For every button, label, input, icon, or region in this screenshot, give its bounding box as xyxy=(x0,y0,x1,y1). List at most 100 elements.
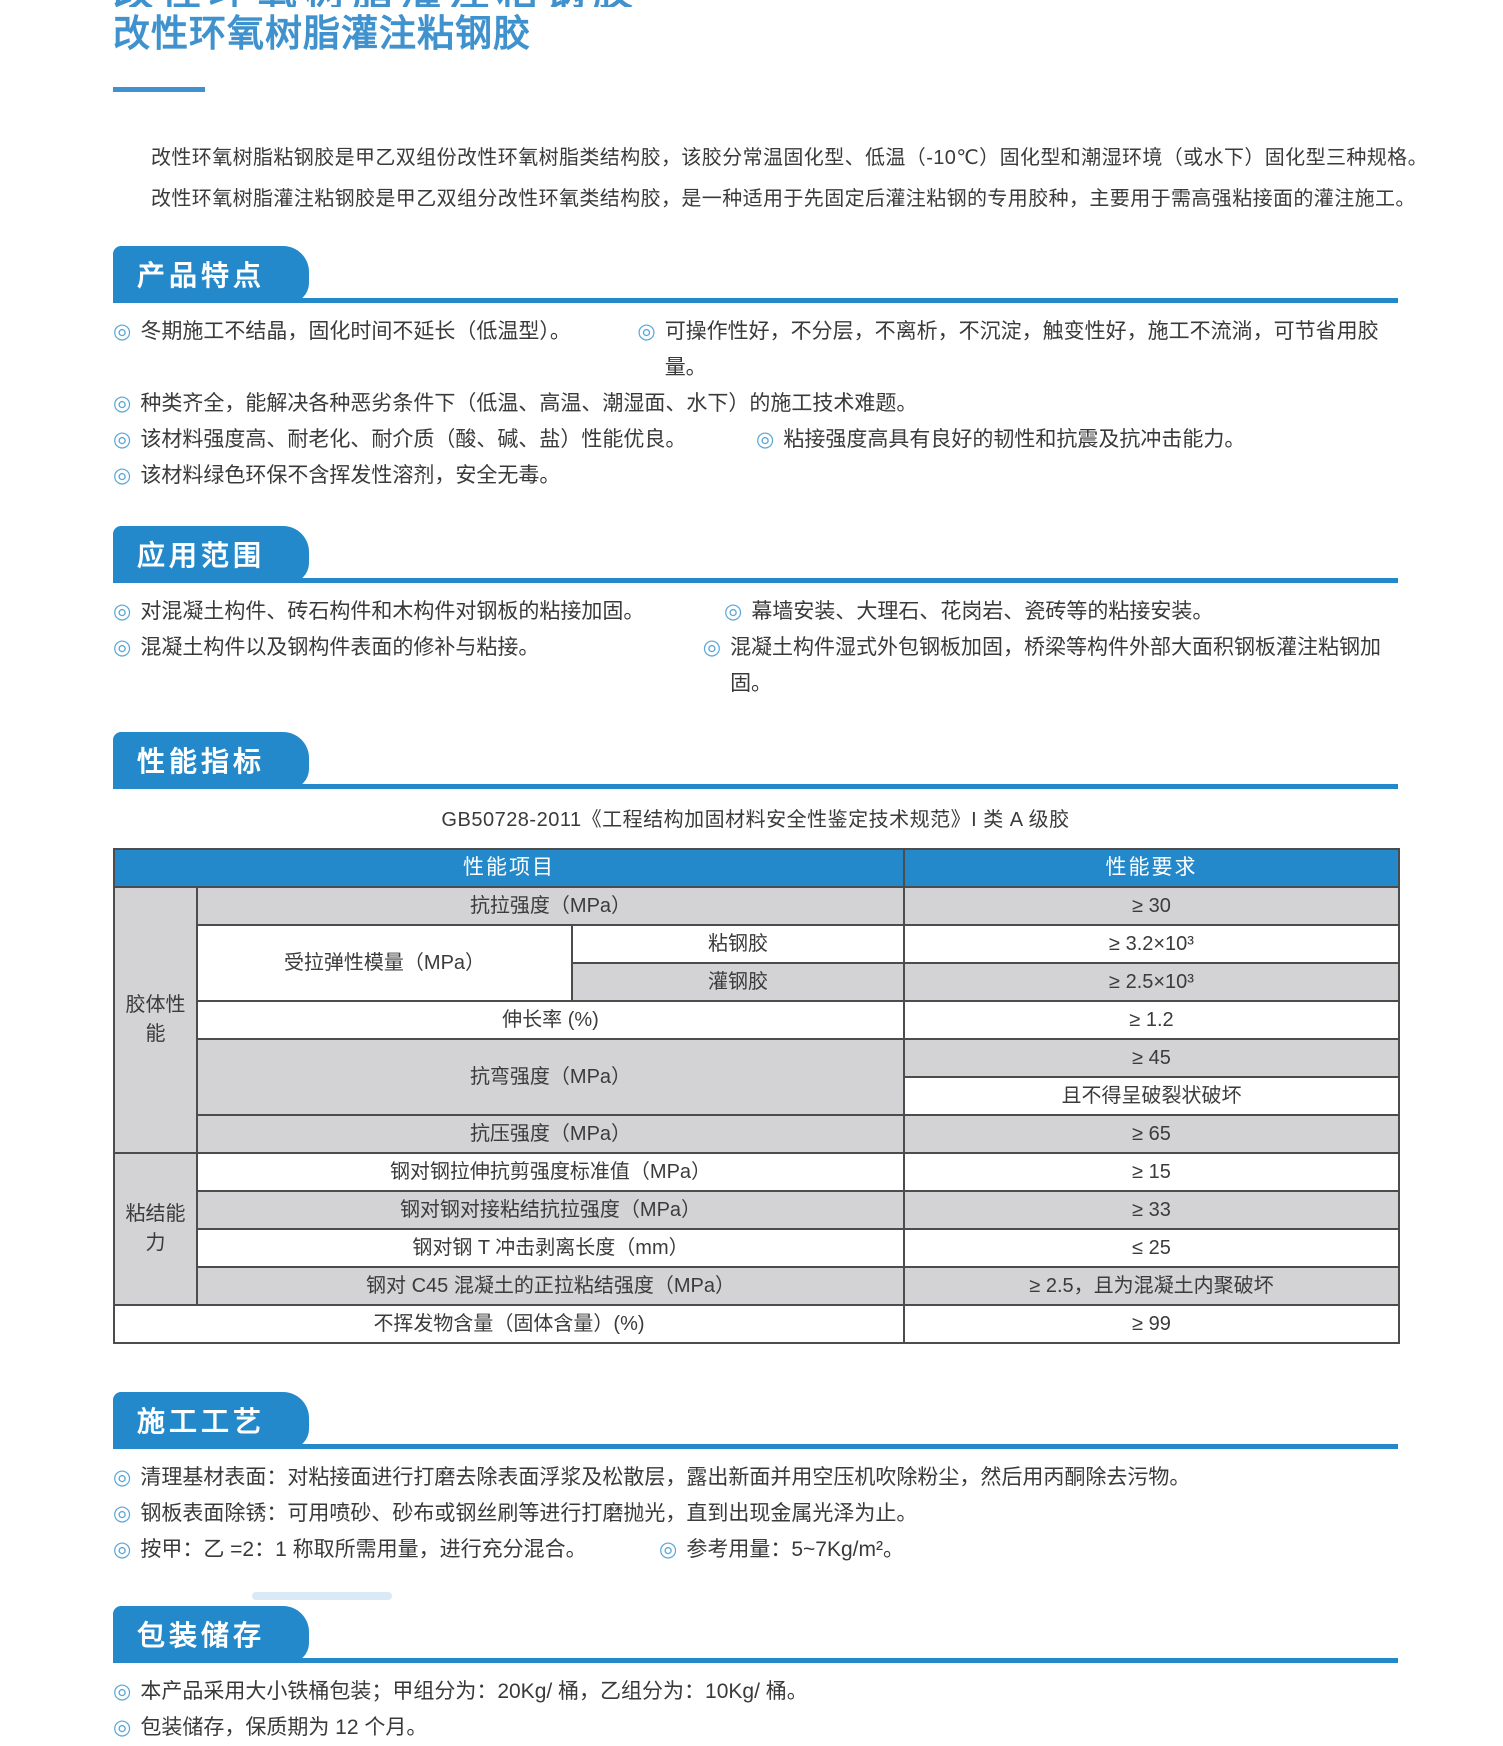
bullet-item: ◎ 混凝土构件以及钢构件表面的修补与粘接。 xyxy=(113,630,703,666)
bullet-text: 该材料强度高、耐老化、耐介质（酸、碱、盐）性能优良。 xyxy=(140,428,687,451)
features-section-header: 产品特点 xyxy=(113,246,1398,303)
bullet-row: ◎ 该材料强度高、耐老化、耐介质（酸、碱、盐）性能优良。 ◎ 粘接强度高具有良好… xyxy=(113,422,1398,458)
cell-modulus-sub1: 粘钢胶 xyxy=(571,924,905,964)
bullet-icon: ◎ xyxy=(113,1538,132,1561)
table-row: 伸长率 (%) ≥ 1.2 xyxy=(114,1000,1400,1040)
bullet-row: ◎ 按甲：乙 =2：1 称取所需用量，进行充分混合。 ◎ 参考用量：5~7Kg/… xyxy=(113,1532,1398,1568)
cell-tensile-name: 抗拉强度（MPa） xyxy=(196,886,905,926)
package-bullets: ◎ 本产品采用大小铁桶包装；甲组分为：20Kg/ 桶，乙组分为：10Kg/ 桶。… xyxy=(113,1674,1398,1746)
bullet-icon: ◎ xyxy=(113,1680,132,1703)
bullet-row: ◎ 种类齐全，能解决各种恶劣条件下（低温、高温、潮湿面、水下）的施工技术难题。 xyxy=(113,386,1398,422)
applications-bullets: ◎ 对混凝土构件、砖石构件和木构件对钢板的粘接加固。 ◎ 幕墙安装、大理石、花岗… xyxy=(113,594,1398,702)
performance-section-underline xyxy=(113,784,1398,789)
bullet-icon: ◎ xyxy=(113,392,132,415)
bullet-icon: ◎ xyxy=(637,320,656,343)
package-section-underline xyxy=(113,1658,1398,1663)
cell-c45-name: 钢对 C45 混凝土的正拉粘结强度（MPa） xyxy=(196,1266,905,1306)
bullet-text: 可操作性好，不分层，不离析，不沉淀，触变性好，施工不流淌，可节省用胶量。 xyxy=(664,320,1379,379)
bullet-item: ◎ 清理基材表面：对粘接面进行打磨去除表面浮浆及松散层，露出新面并用空压机吹除粉… xyxy=(113,1460,1190,1496)
cell-compressive-req: ≥ 65 xyxy=(903,1114,1400,1154)
column-header-requirement: 性能要求 xyxy=(903,848,1400,888)
cell-modulus-req2: ≥ 2.5×10³ xyxy=(903,962,1400,1002)
cell-nonvolatile-req: ≥ 99 xyxy=(903,1304,1400,1344)
performance-section-title: 性能指标 xyxy=(113,732,310,789)
bullet-item: ◎ 参考用量：5~7Kg/m²。 xyxy=(659,1532,904,1568)
bullet-row: ◎ 混凝土构件以及钢构件表面的修补与粘接。 ◎ 混凝土构件湿式外包钢板加固，桥梁… xyxy=(113,630,1398,702)
bullet-item: ◎ 对混凝土构件、砖石构件和木构件对钢板的粘接加固。 xyxy=(113,594,724,630)
intro-paragraphs: 改性环氧树脂粘钢胶是甲乙双组份改性环氧树脂类结构胶，该胶分常温固化型、低温（-1… xyxy=(113,138,1428,220)
table-row: 且不得呈破裂状破坏 xyxy=(114,1076,1400,1116)
page-title: 改性环氧树脂灌注粘钢胶 xyxy=(113,13,531,54)
applications-section-header: 应用范围 xyxy=(113,526,1398,583)
table-row: 灌钢胶 ≥ 2.5×10³ xyxy=(114,962,1400,1002)
bullet-text: 冬期施工不结晶，固化时间不延长（低温型）。 xyxy=(140,320,571,343)
bullet-icon: ◎ xyxy=(113,464,132,487)
process-section-underline xyxy=(113,1444,1398,1449)
category-cell-bond-capability: 粘结能力 xyxy=(113,1152,198,1306)
bullet-item: ◎ 冬期施工不结晶，固化时间不延长（低温型）。 xyxy=(113,314,637,350)
bullet-row: ◎ 本产品采用大小铁桶包装；甲组分为：20Kg/ 桶，乙组分为：10Kg/ 桶。 xyxy=(113,1674,1398,1710)
cell-tensile-req: ≥ 30 xyxy=(903,886,1400,926)
bullet-text: 混凝土构件以及钢构件表面的修补与粘接。 xyxy=(140,636,540,659)
bullet-text: 包装储存，保质期为 12 个月。 xyxy=(140,1716,428,1739)
package-section-title: 包装储存 xyxy=(113,1606,310,1663)
bullet-row: ◎ 钢板表面除锈：可用喷砂、砂布或钢丝刷等进行打磨抛光，直到出现金属光泽为止。 xyxy=(113,1496,1398,1532)
bullet-icon: ◎ xyxy=(113,1466,132,1489)
table-row: 钢对钢对接粘结抗拉强度（MPa） ≥ 33 xyxy=(114,1190,1400,1230)
intro-line-2: 改性环氧树脂灌注粘钢胶是甲乙双组分改性环氧类结构胶，是一种适用于先固定后灌注粘钢… xyxy=(151,188,1416,210)
bullet-item: ◎ 粘接强度高具有良好的韧性和抗震及抗冲击能力。 xyxy=(756,422,1245,458)
table-row: 受拉弹性模量（MPa） 粘钢胶 ≥ 3.2×10³ xyxy=(114,924,1400,1002)
table-row: 胶体性能 抗拉强度（MPa） ≥ 30 xyxy=(113,886,1400,1154)
table-row: 粘结能力 钢对钢拉伸抗剪强度标准值（MPa） ≥ 15 xyxy=(113,1152,1400,1306)
cell-t-peel-name: 钢对钢 T 冲击剥离长度（mm） xyxy=(196,1228,905,1268)
bullet-icon: ◎ xyxy=(113,636,132,659)
bullet-row: ◎ 对混凝土构件、砖石构件和木构件对钢板的粘接加固。 ◎ 幕墙安装、大理石、花岗… xyxy=(113,594,1398,630)
package-section-header: 包装储存 xyxy=(113,1606,1398,1663)
process-section-header: 施工工艺 xyxy=(113,1392,1398,1449)
table-header-row: 性能项目 性能要求 xyxy=(113,848,1400,888)
bullet-text: 幕墙安装、大理石、花岗岩、瓷砖等的粘接安装。 xyxy=(751,600,1214,623)
cropped-top-text: 改性环氧树脂灌注粘钢胶 xyxy=(113,0,1398,7)
features-section-title: 产品特点 xyxy=(113,246,310,303)
cell-bending-req1: ≥ 45 xyxy=(903,1038,1400,1078)
cell-shear-name: 钢对钢拉伸抗剪强度标准值（MPa） xyxy=(196,1152,905,1192)
bullet-icon: ◎ xyxy=(113,1716,132,1739)
cell-nonvolatile-name: 不挥发物含量（固体含量）(%) xyxy=(113,1304,905,1344)
cell-elongation-req: ≥ 1.2 xyxy=(903,1000,1400,1040)
bullet-text: 清理基材表面：对粘接面进行打磨去除表面浮浆及松散层，露出新面并用空压机吹除粉尘，… xyxy=(140,1466,1191,1489)
bullet-item: ◎ 该材料强度高、耐老化、耐介质（酸、碱、盐）性能优良。 xyxy=(113,422,756,458)
bullet-item: ◎ 按甲：乙 =2：1 称取所需用量，进行充分混合。 xyxy=(113,1532,659,1568)
features-bullets: ◎ 冬期施工不结晶，固化时间不延长（低温型）。 ◎ 可操作性好，不分层，不离析，… xyxy=(113,314,1398,494)
cell-t-peel-req: ≤ 25 xyxy=(903,1228,1400,1268)
bullet-row: ◎ 清理基材表面：对粘接面进行打磨去除表面浮浆及松散层，露出新面并用空压机吹除粉… xyxy=(113,1460,1398,1496)
bullet-icon: ◎ xyxy=(702,636,722,659)
bullet-row: ◎ 冬期施工不结晶，固化时间不延长（低温型）。 ◎ 可操作性好，不分层，不离析，… xyxy=(113,314,1398,386)
bullet-icon: ◎ xyxy=(113,600,132,623)
bullet-item: ◎ 钢板表面除锈：可用喷砂、砂布或钢丝刷等进行打磨抛光，直到出现金属光泽为止。 xyxy=(113,1496,917,1532)
bullet-item: ◎ 幕墙安装、大理石、花岗岩、瓷砖等的粘接安装。 xyxy=(724,594,1213,630)
performance-table-caption: GB50728-2011《工程结构加固材料安全性鉴定技术规范》I 类 A 级胶 xyxy=(441,809,1070,831)
bullet-icon: ◎ xyxy=(756,428,775,451)
intro-line-1: 改性环氧树脂粘钢胶是甲乙双组份改性环氧树脂类结构胶，该胶分常温固化型、低温（-1… xyxy=(151,147,1428,169)
performance-section-header: 性能指标 xyxy=(113,732,1398,789)
cropped-bottom-logo xyxy=(252,1592,392,1600)
bullet-text: 参考用量：5~7Kg/m²。 xyxy=(686,1538,904,1561)
cell-bending-req2: 且不得呈破裂状破坏 xyxy=(903,1076,1400,1116)
bullet-icon: ◎ xyxy=(113,320,132,343)
bullet-icon: ◎ xyxy=(113,428,132,451)
bullet-row: ◎ 该材料绿色环保不含挥发性溶剂，安全无毒。 xyxy=(113,458,1398,494)
bullet-icon: ◎ xyxy=(724,600,743,623)
cell-modulus-name: 受拉弹性模量（MPa） xyxy=(196,924,573,1002)
table-row: 不挥发物含量（固体含量）(%) ≥ 99 xyxy=(113,1304,1400,1344)
features-section-underline xyxy=(113,298,1398,303)
bullet-item: ◎ 可操作性好，不分层，不离析，不沉淀，触变性好，施工不流淌，可节省用胶量。 xyxy=(637,314,1398,386)
cell-butt-tensile-req: ≥ 33 xyxy=(903,1190,1400,1230)
cell-elongation-name: 伸长率 (%) xyxy=(196,1000,905,1040)
table-row: 抗压强度（MPa） ≥ 65 xyxy=(114,1114,1400,1154)
bullet-item: ◎ 混凝土构件湿式外包钢板加固，桥梁等构件外部大面积钢板灌注粘钢加固。 xyxy=(703,630,1398,702)
title-underline xyxy=(113,87,205,92)
bullet-text: 按甲：乙 =2：1 称取所需用量，进行充分混合。 xyxy=(140,1538,587,1561)
bullet-text: 粘接强度高具有良好的韧性和抗震及抗冲击能力。 xyxy=(783,428,1246,451)
bullet-icon: ◎ xyxy=(659,1538,678,1561)
cell-bending-name: 抗弯强度（MPa） xyxy=(196,1038,905,1116)
